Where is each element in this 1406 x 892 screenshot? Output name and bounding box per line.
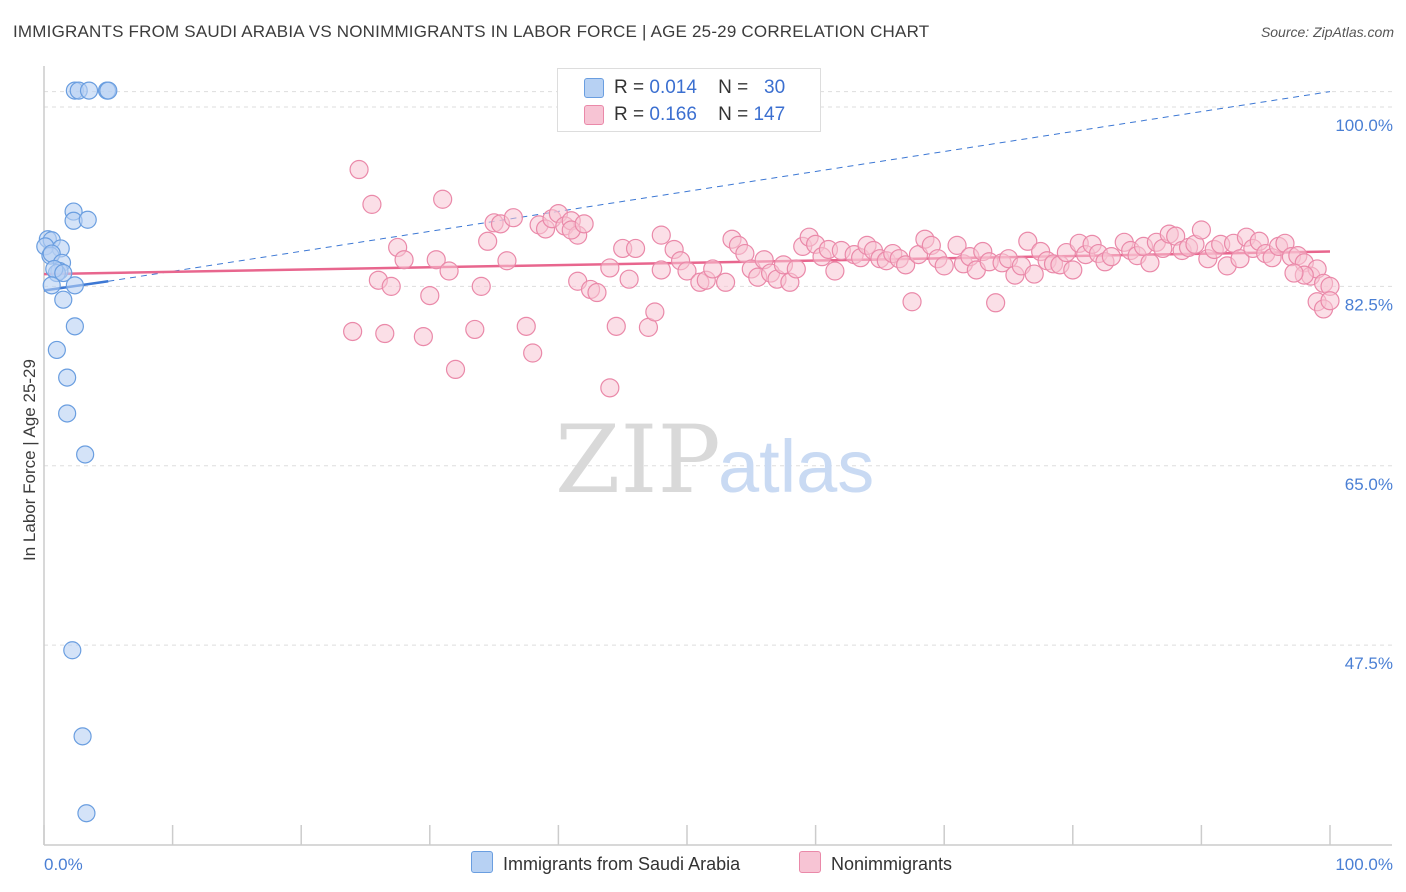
correlation-legend: R = 0.014 N = 30 R = 0.166 N = 147: [557, 68, 821, 132]
data-point-nonimmigrant: [381, 276, 401, 296]
data-point-saudi-arabia: [65, 317, 84, 336]
bottom-legend-swatch-blue: [471, 851, 493, 873]
data-point-nonimmigrant: [343, 321, 363, 342]
y-tick-label: 82.5%: [1345, 295, 1393, 314]
data-point-nonimmigrant: [786, 259, 806, 279]
legend-n-value: 147: [753, 104, 786, 125]
legend-r-label: R =: [614, 77, 645, 98]
data-point-nonimmigrant: [625, 238, 646, 259]
bottom-legend-saudi-arabia: Immigrants from Saudi Arabia: [471, 851, 740, 875]
data-point-nonimmigrant: [1191, 220, 1212, 240]
data-point-nonimmigrant: [420, 286, 440, 306]
data-point-saudi-arabia: [54, 290, 73, 309]
y-tick-label: 100.0%: [1335, 116, 1393, 135]
data-point-nonimmigrant: [523, 343, 543, 363]
y-tick-label: 65.0%: [1345, 475, 1393, 494]
bottom-legend-swatch-pink: [799, 851, 821, 873]
legend-n-label: N =: [718, 77, 749, 98]
watermark-atlas: atlas: [718, 425, 874, 508]
x-tick-label: 100.0%: [1335, 855, 1393, 874]
data-point-nonimmigrant: [516, 316, 536, 336]
legend-swatch-blue: [584, 78, 604, 98]
data-point-saudi-arabia: [99, 81, 118, 100]
watermark: ZIP atlas: [555, 406, 874, 515]
data-point-nonimmigrant: [825, 261, 845, 281]
data-point-saudi-arabia: [47, 340, 66, 360]
data-point-saudi-arabia: [73, 727, 92, 746]
data-point-nonimmigrant: [503, 208, 523, 228]
data-point-nonimmigrant: [574, 214, 594, 234]
legend-r-value: 0.014: [649, 77, 697, 98]
data-point-nonimmigrant: [896, 255, 916, 275]
chart-title: IMMIGRANTS FROM SAUDI ARABIA VS NONIMMIG…: [13, 22, 930, 41]
data-point-saudi-arabia: [63, 641, 82, 660]
data-point-nonimmigrant: [600, 258, 620, 278]
data-point-nonimmigrant: [478, 231, 498, 251]
data-point-saudi-arabia: [54, 263, 73, 283]
data-point-nonimmigrant: [947, 235, 967, 255]
data-point-nonimmigrant: [471, 276, 491, 296]
data-point-nonimmigrant: [587, 282, 607, 303]
data-point-nonimmigrant: [1140, 253, 1160, 273]
legend-r-label: R =: [614, 104, 645, 125]
data-point-saudi-arabia: [58, 404, 77, 423]
data-point-nonimmigrant: [1018, 231, 1038, 251]
data-point-nonimmigrant: [600, 378, 620, 398]
data-point-nonimmigrant: [1063, 260, 1083, 280]
legend-n-value: 30: [764, 77, 786, 98]
data-point-nonimmigrant: [465, 319, 485, 340]
data-point-nonimmigrant: [362, 194, 382, 214]
bottom-legend-nonimmigrants: Nonimmigrants: [799, 851, 952, 875]
data-point-nonimmigrant: [1056, 242, 1076, 263]
data-point-nonimmigrant: [645, 302, 665, 322]
data-point-nonimmigrant: [651, 225, 671, 245]
gridlines: [44, 91, 1392, 646]
y-tick-label: 47.5%: [1345, 654, 1393, 673]
legend-r-value: 0.166: [649, 104, 697, 125]
bottom-legend-label: Immigrants from Saudi Arabia: [503, 854, 741, 874]
x-tick-label: 0.0%: [44, 855, 83, 874]
data-point-nonimmigrant: [497, 251, 517, 271]
data-point-nonimmigrant: [349, 159, 369, 180]
data-points: [36, 81, 1340, 823]
data-point-nonimmigrant: [439, 261, 459, 281]
data-point-saudi-arabia: [65, 276, 84, 295]
data-point-nonimmigrant: [651, 260, 671, 280]
data-point-nonimmigrant: [1024, 264, 1044, 284]
data-point-nonimmigrant: [445, 359, 466, 379]
data-point-saudi-arabia: [79, 81, 99, 100]
data-point-nonimmigrant: [426, 250, 446, 270]
data-point-saudi-arabia: [42, 276, 61, 295]
data-point-nonimmigrant: [715, 272, 736, 292]
data-point-nonimmigrant: [703, 259, 723, 279]
axes: [43, 66, 1392, 846]
data-point-saudi-arabia: [78, 210, 97, 229]
bottom-legend-label: Nonimmigrants: [831, 854, 953, 874]
data-point-nonimmigrant: [619, 269, 639, 289]
data-point-nonimmigrant: [606, 316, 626, 336]
data-point-nonimmigrant: [433, 189, 453, 209]
data-point-saudi-arabia: [76, 445, 95, 464]
trend-line-saudi-arabia-extrapolated: [108, 91, 1331, 282]
data-point-saudi-arabia: [77, 804, 96, 823]
source-credit: Source: ZipAtlas.com: [1260, 24, 1394, 40]
legend-swatch-pink: [584, 105, 604, 125]
data-point-nonimmigrant: [394, 250, 414, 270]
data-point-nonimmigrant: [934, 256, 954, 276]
axis-tick-labels: 100.0% 82.5% 65.0% 47.5% 0.0% 100.0%: [44, 116, 1393, 874]
watermark-zip: ZIP: [555, 406, 721, 515]
data-point-nonimmigrant: [986, 293, 1006, 313]
legend-n-label: N =: [718, 104, 749, 125]
data-point-saudi-arabia: [58, 368, 77, 387]
data-point-nonimmigrant: [1230, 249, 1250, 269]
data-point-nonimmigrant: [1320, 291, 1340, 311]
data-point-nonimmigrant: [677, 261, 697, 281]
data-point-nonimmigrant: [413, 327, 433, 347]
data-point-nonimmigrant: [902, 292, 922, 312]
data-point-nonimmigrant: [375, 323, 395, 344]
data-point-nonimmigrant: [1101, 247, 1121, 267]
data-point-nonimmigrant: [1284, 263, 1304, 283]
